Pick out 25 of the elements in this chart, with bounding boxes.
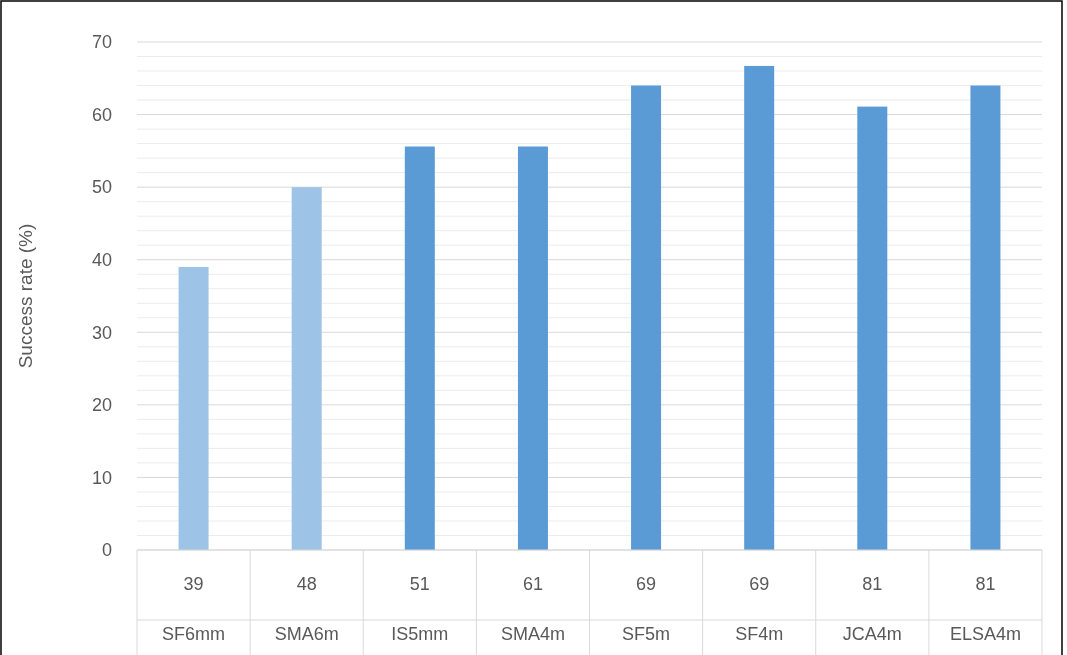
y-tick-label: 60 — [91, 104, 112, 125]
category-label: 51 IS5mm — [391, 574, 449, 644]
category-label: 81 JCA4m — [842, 574, 902, 644]
bar — [178, 266, 209, 550]
category-label: 48 SMA6m — [274, 574, 339, 644]
y-tick-label: 50 — [91, 177, 112, 198]
y-tick-label: 20 — [91, 395, 112, 416]
y-tick-label: 70 — [91, 32, 112, 53]
bar — [404, 146, 435, 550]
bar — [744, 65, 775, 550]
y-tick-label: 10 — [91, 467, 112, 488]
y-axis-title: Success rate (%) — [15, 223, 36, 369]
category-label: 81 ELSA4m — [949, 574, 1021, 644]
y-tick-label: 30 — [91, 322, 112, 343]
category-label: 69 SF5m — [622, 574, 671, 644]
category-label: 69 SF4m — [735, 574, 784, 644]
bar — [517, 146, 548, 550]
bar — [291, 187, 322, 550]
y-tick-label: 0 — [101, 540, 112, 561]
category-label: 39 SF6mm — [162, 574, 226, 644]
bar — [970, 85, 1001, 550]
y-tick-label: 40 — [91, 250, 112, 271]
bar — [631, 85, 662, 550]
bar — [857, 106, 888, 550]
category-label: 61 SMA4m — [500, 574, 565, 644]
